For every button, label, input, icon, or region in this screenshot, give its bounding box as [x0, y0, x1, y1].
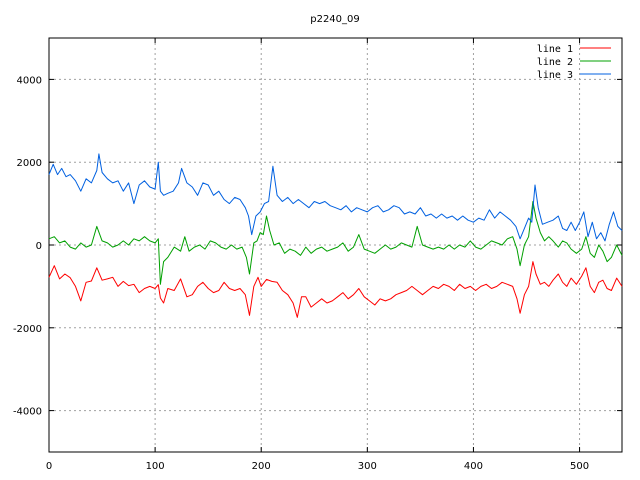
x-tick-label: 200 — [252, 461, 271, 472]
series-line-2 — [48, 201, 623, 285]
series-lines — [48, 153, 623, 318]
series-line-3 — [48, 153, 623, 242]
legend-label-1: line 1 — [537, 44, 573, 55]
y-tick-label: 4000 — [17, 75, 42, 86]
y-tick-label: -2000 — [13, 324, 42, 335]
grid — [49, 38, 622, 452]
x-tick-label: 300 — [358, 461, 377, 472]
x-tick-label: 0 — [46, 461, 52, 472]
legend-label-2: line 2 — [537, 57, 573, 68]
chart-title: p2240_09 — [310, 14, 360, 25]
y-tick-label: 0 — [36, 241, 42, 252]
series-line-1 — [48, 261, 623, 318]
x-tick-label: 400 — [464, 461, 483, 472]
x-tick-label: 500 — [570, 461, 589, 472]
axis-ticks: 0 100 200 300 400 500 -4000 -2000 0 2000 4000 — [13, 38, 622, 472]
y-tick-label: -4000 — [13, 407, 42, 418]
y-tick-label: 2000 — [17, 158, 42, 169]
legend: line 1 line 2 line 3 — [537, 44, 611, 81]
legend-label-3: line 3 — [537, 70, 573, 81]
x-tick-label: 100 — [146, 461, 165, 472]
